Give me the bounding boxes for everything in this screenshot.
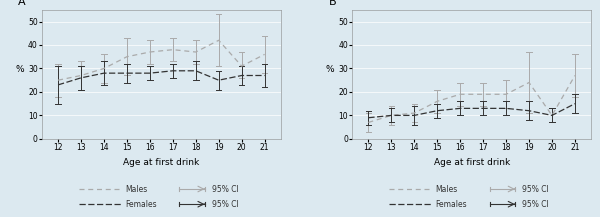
X-axis label: Age at first drink: Age at first drink: [434, 158, 510, 167]
X-axis label: Age at first drink: Age at first drink: [123, 158, 199, 167]
Text: 95% CI: 95% CI: [522, 200, 549, 209]
Text: Females: Females: [436, 200, 467, 209]
Text: 95% CI: 95% CI: [522, 184, 549, 194]
Text: Males: Males: [436, 184, 458, 194]
Text: 95% CI: 95% CI: [212, 200, 238, 209]
Y-axis label: %: %: [16, 65, 24, 74]
Text: 95% CI: 95% CI: [212, 184, 238, 194]
Text: B: B: [328, 0, 336, 7]
Y-axis label: %: %: [326, 65, 334, 74]
Text: A: A: [18, 0, 26, 7]
Text: Females: Females: [125, 200, 157, 209]
Text: Males: Males: [125, 184, 148, 194]
